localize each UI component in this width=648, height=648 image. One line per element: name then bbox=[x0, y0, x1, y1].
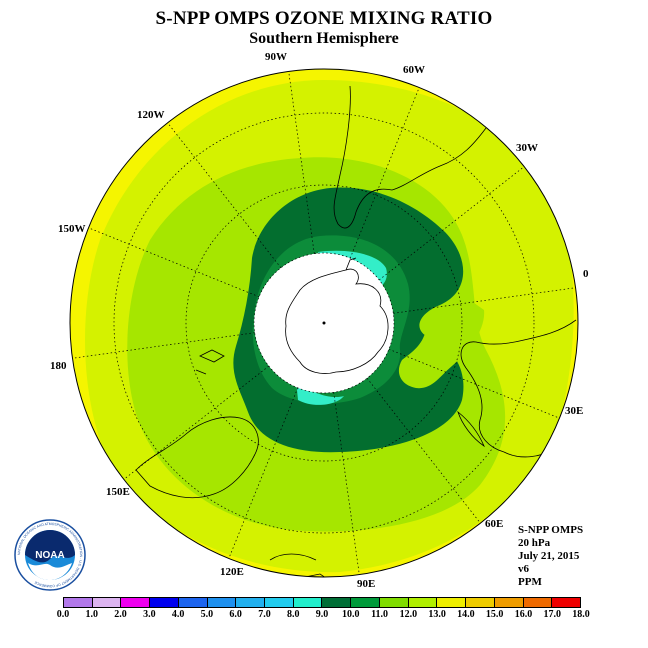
info-pressure-level: 20 hPa bbox=[518, 537, 551, 549]
colorbar-tick-label: 2.0 bbox=[114, 609, 127, 620]
colorbar-segment bbox=[293, 598, 323, 607]
colorbar-segment bbox=[150, 598, 179, 607]
colorbar-tick-label: 1.0 bbox=[85, 609, 99, 620]
colorbar-segment bbox=[523, 598, 553, 607]
meridian-label-150e: 150E bbox=[106, 486, 130, 498]
latitude-circles bbox=[113, 112, 535, 534]
meridian-label-30w: 30W bbox=[516, 142, 538, 154]
meridian-line bbox=[333, 392, 360, 575]
colorbar-segment bbox=[322, 598, 352, 607]
colorbar-segment bbox=[64, 598, 93, 607]
map-boundary bbox=[69, 68, 579, 578]
info-units: PPM bbox=[518, 576, 542, 588]
meridian-label-60e: 60E bbox=[485, 518, 504, 530]
colorbar-segment bbox=[207, 598, 237, 607]
colorbar-tick-label: 9.0 bbox=[315, 609, 329, 620]
colorbar-segment bbox=[351, 598, 380, 607]
colorbar-tick-label: 16.0 bbox=[514, 609, 533, 620]
noaa-logo-text: NOAA bbox=[35, 550, 64, 561]
colorbar-tick-label: 8.0 bbox=[286, 609, 300, 620]
colorbar-tick-label: 4.0 bbox=[171, 609, 185, 620]
meridian-label-120w: 120W bbox=[137, 109, 165, 121]
antarctica-outline bbox=[285, 257, 389, 374]
colorbar-segment bbox=[265, 598, 294, 607]
colorbar-segment bbox=[92, 598, 122, 607]
colorbar-tick-label: 17.0 bbox=[543, 609, 561, 620]
meridian-label-150w: 150W bbox=[58, 223, 86, 235]
map-subtitle: Southern Hemisphere bbox=[249, 30, 399, 47]
colorbar-tick-label: 3.0 bbox=[143, 609, 156, 620]
colorbar-tick-label: 18.0 bbox=[572, 609, 590, 620]
meridian-line bbox=[88, 227, 260, 298]
colorbar-tick-label: 0.0 bbox=[56, 609, 70, 620]
meridian-label-0: 0 bbox=[583, 268, 589, 280]
meridian-line bbox=[167, 122, 282, 269]
meridian-label-30e: 30E bbox=[565, 405, 584, 417]
meridian-line bbox=[72, 332, 255, 359]
meridian-label-90w: 90W bbox=[265, 51, 287, 63]
colorbar-tick-label: 15.0 bbox=[485, 609, 504, 620]
colorbar-segment bbox=[466, 598, 495, 607]
colorbar-segment bbox=[236, 598, 266, 607]
meridian-line bbox=[378, 166, 525, 281]
colorbar-tick-label: 7.0 bbox=[258, 609, 271, 620]
meridian-label-60w: 60W bbox=[403, 64, 425, 76]
meridian-label-120e: 120E bbox=[220, 566, 244, 578]
mid-green-bay bbox=[398, 300, 485, 389]
cyan-patch-south bbox=[296, 380, 344, 405]
meridian-line bbox=[349, 87, 420, 259]
colorbar-tick-label: 13.0 bbox=[428, 609, 446, 620]
colorbar-segment bbox=[494, 598, 524, 607]
meridian-line bbox=[366, 377, 481, 524]
meridian-line bbox=[123, 365, 270, 480]
colorbar-segment bbox=[178, 598, 208, 607]
meridian-lines bbox=[72, 71, 576, 575]
colorbar-tick-label: 10.0 bbox=[342, 609, 360, 620]
colorbar-tick-label: 5.0 bbox=[200, 609, 214, 620]
colorbar-segment bbox=[121, 598, 151, 607]
colorbar-tick-label: 11.0 bbox=[371, 609, 389, 620]
meridian-label-180: 180 bbox=[50, 360, 67, 372]
meridian-line bbox=[228, 387, 299, 559]
colorbar-segment bbox=[552, 598, 580, 607]
info-date: July 21, 2015 bbox=[518, 550, 580, 562]
meridian-line bbox=[388, 348, 560, 419]
south-pole-marker bbox=[322, 321, 326, 325]
meridian-line bbox=[393, 287, 576, 314]
colorbar-tick-label: 6.0 bbox=[229, 609, 242, 620]
meridian-line bbox=[288, 71, 315, 254]
colorbar bbox=[63, 597, 581, 608]
colorbar-tick-label: 14.0 bbox=[457, 609, 475, 620]
map-title: S-NPP OMPS OZONE MIXING RATIO bbox=[155, 8, 493, 29]
colorbar-segment bbox=[437, 598, 467, 607]
colorbar-segment bbox=[379, 598, 409, 607]
meridian-label-90e: 90E bbox=[357, 578, 376, 590]
info-instrument: S-NPP OMPS bbox=[518, 524, 584, 536]
colorbar-segment bbox=[408, 598, 438, 607]
colorbar-tick-label: 12.0 bbox=[399, 609, 418, 620]
noaa-logo: NOAA NATIONAL OCEANIC AND ATMOSPHERIC AD… bbox=[14, 519, 86, 591]
info-version: v6 bbox=[518, 563, 529, 575]
